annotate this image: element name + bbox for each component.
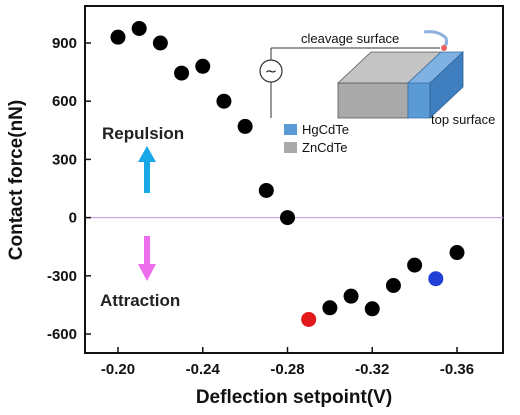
y-tick-label: 300 (52, 151, 77, 168)
data-point (131, 20, 147, 36)
plot-frame (84, 5, 504, 354)
data-point (322, 300, 338, 316)
attraction-arrow-icon (138, 236, 156, 281)
x-axis-title: Deflection setpoint(V) (196, 387, 392, 408)
data-point (152, 35, 168, 51)
y-tick-label: -600 (47, 326, 77, 343)
ac-symbol: ~ (265, 62, 278, 80)
data-points (110, 20, 465, 327)
x-axis: -0.20 -0.24 -0.28 -0.32 -0.36 (101, 347, 474, 378)
repulsion-arrow-icon (138, 146, 156, 193)
data-point (407, 257, 423, 273)
attraction-label: Attraction (100, 291, 180, 310)
x-tick-label: -0.20 (101, 361, 135, 378)
repulsion-label: Repulsion (102, 124, 184, 143)
ac-source-icon (259, 59, 283, 83)
x-tick-label: -0.28 (270, 361, 304, 378)
data-point (449, 245, 465, 261)
zncdte-front-face (337, 82, 409, 119)
y-axis-title: Contact force(nN) (6, 100, 27, 260)
data-point (385, 278, 401, 293)
x-tick-label: -0.36 (440, 361, 474, 378)
hgcdte-front-face (407, 82, 431, 119)
tip-contact-dot (441, 45, 447, 51)
y-tick-label: 600 (52, 93, 77, 110)
data-point (428, 271, 444, 287)
data-point (364, 301, 380, 317)
x-tick-label: -0.32 (355, 361, 389, 378)
legend-swatch-hgcdte (284, 124, 297, 135)
legend-label-zncdte: ZnCdTe (302, 140, 348, 155)
inset-diagram: ~ cleavage surface top surface HgCdTe Zn… (253, 9, 499, 169)
y-tick-label: 0 (69, 210, 77, 227)
hgcdte-side-face (429, 51, 464, 119)
data-point (216, 93, 232, 109)
data-point (237, 118, 253, 134)
cleavage-surface-label: cleavage surface (301, 31, 399, 46)
y-tick-label: 900 (52, 35, 77, 52)
x-tick-label: -0.24 (186, 361, 221, 378)
data-point (258, 182, 274, 198)
data-point (174, 65, 190, 81)
y-axis: -600 -300 0 300 600 900 (47, 35, 91, 343)
data-point (195, 58, 211, 74)
legend-swatch-zncdte (284, 142, 297, 153)
top-surface-label: top surface (431, 112, 495, 127)
data-point (343, 288, 359, 304)
y-tick-label: -300 (47, 268, 77, 285)
data-point (280, 210, 295, 226)
data-point (110, 29, 126, 45)
legend-label-hgcdte: HgCdTe (302, 122, 349, 137)
data-point (301, 311, 317, 327)
